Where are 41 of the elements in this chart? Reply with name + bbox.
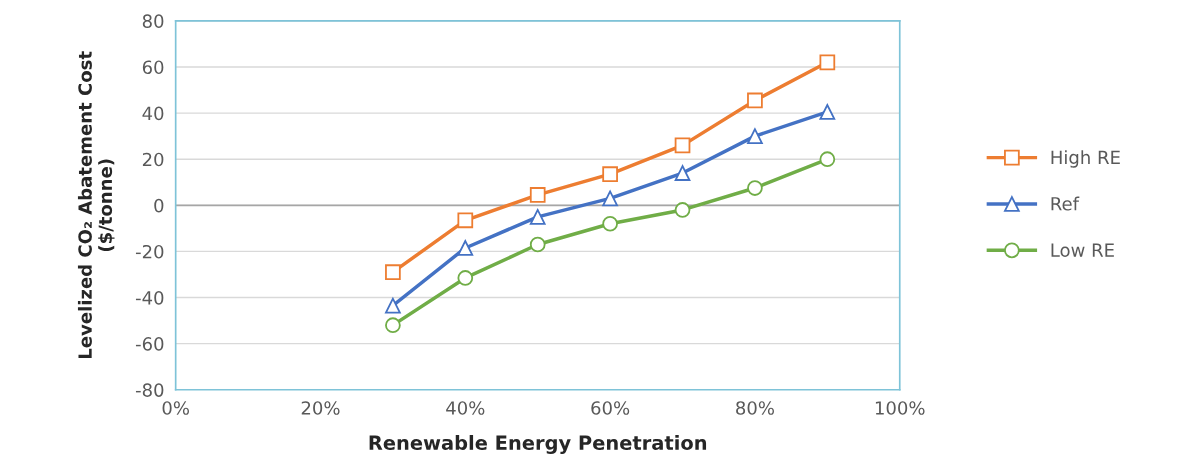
point xyxy=(457,240,474,256)
point xyxy=(819,104,836,120)
point xyxy=(602,215,618,232)
y-axis-title: Levelized CO₂ Abatement Cost ($/tonne) xyxy=(77,51,115,359)
x-tick-label: 80% xyxy=(736,401,774,415)
x-axis-title: Renewable Energy Penetration xyxy=(369,435,707,454)
y-tick-label: 20 xyxy=(142,152,164,167)
point xyxy=(819,151,836,168)
y-tick-label: 60 xyxy=(142,60,164,75)
point xyxy=(385,317,401,334)
point xyxy=(602,190,618,207)
point xyxy=(674,202,691,218)
y-tick-label: -80 xyxy=(135,383,164,397)
point xyxy=(747,128,763,145)
y-tick-label: -60 xyxy=(135,337,164,351)
x-tick-label: 0% xyxy=(162,401,189,415)
point xyxy=(385,264,401,281)
point xyxy=(529,208,546,225)
y-tick-label: 40 xyxy=(142,106,164,121)
legend-label: High RE xyxy=(1051,150,1120,168)
y-tick-label: -20 xyxy=(135,244,164,259)
y-tick-label: 0 xyxy=(154,198,164,213)
point xyxy=(529,187,546,203)
x-tick-label: 20% xyxy=(301,401,340,415)
point xyxy=(457,212,474,229)
x-tick-label: 60% xyxy=(591,401,630,415)
x-tick-label: 40% xyxy=(446,401,485,415)
point xyxy=(674,137,691,154)
legend-label: Low RE xyxy=(1051,243,1114,257)
point xyxy=(457,270,474,286)
point xyxy=(385,297,401,314)
y-tick-label: -40 xyxy=(135,291,164,305)
y-tick-label: 80 xyxy=(142,14,164,28)
point xyxy=(747,180,763,196)
point xyxy=(529,236,546,253)
legend-label: Ref xyxy=(1051,196,1080,211)
x-tick-label: 100% xyxy=(875,401,925,415)
point xyxy=(819,54,836,71)
point xyxy=(747,92,763,109)
point xyxy=(674,165,691,181)
point xyxy=(602,166,618,183)
